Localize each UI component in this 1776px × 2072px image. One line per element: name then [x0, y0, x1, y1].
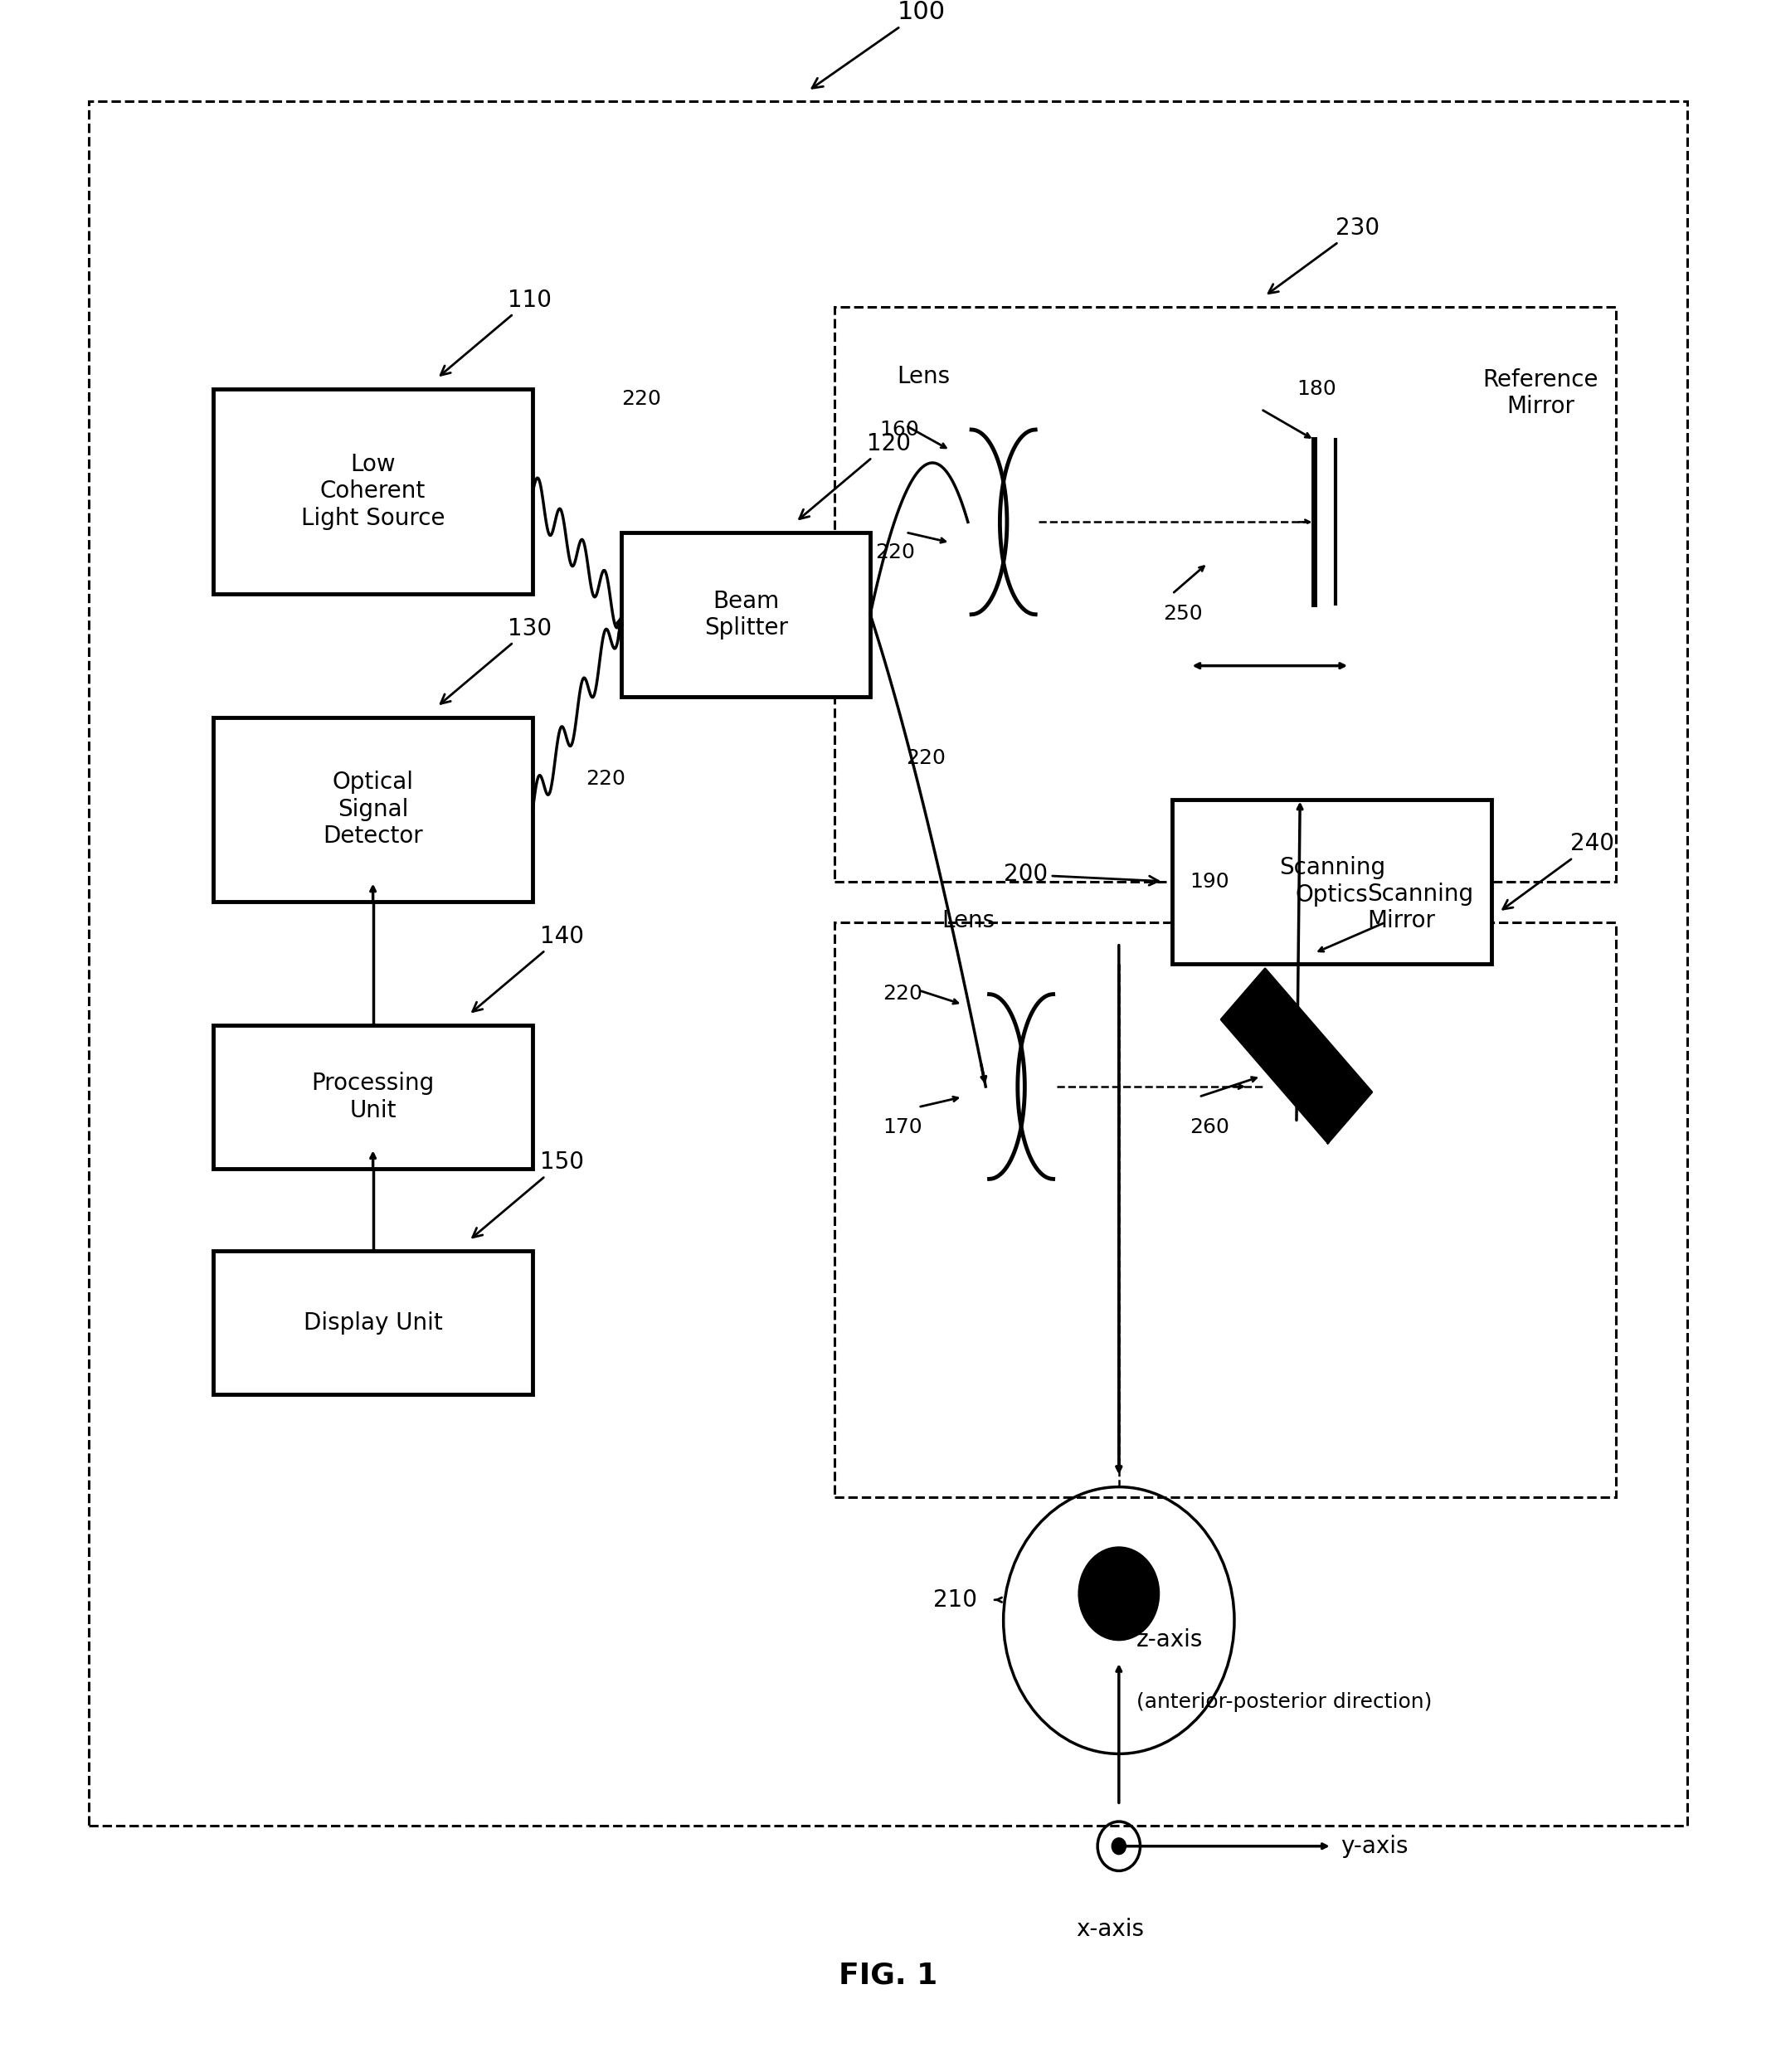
Text: 200: 200 [1003, 864, 1158, 887]
Text: Lens: Lens [941, 910, 995, 932]
Text: Reference
Mirror: Reference Mirror [1483, 369, 1598, 419]
Text: Low
Coherent
Light Source: Low Coherent Light Source [300, 454, 446, 530]
Text: 180: 180 [1296, 379, 1336, 400]
FancyBboxPatch shape [622, 533, 870, 696]
Text: x-axis: x-axis [1076, 1919, 1144, 1941]
Text: 130: 130 [440, 617, 552, 704]
Text: 220: 220 [622, 390, 661, 408]
Text: 120: 120 [799, 431, 911, 518]
FancyBboxPatch shape [213, 1026, 533, 1169]
Polygon shape [1222, 970, 1371, 1144]
Text: 240: 240 [1502, 833, 1614, 910]
Text: 190: 190 [1190, 872, 1229, 891]
Text: 230: 230 [1268, 215, 1380, 294]
Text: Scanning
Optics: Scanning Optics [1279, 856, 1385, 905]
Text: 220: 220 [883, 984, 922, 1003]
Text: 210: 210 [932, 1589, 977, 1612]
Text: FIG. 1: FIG. 1 [838, 1962, 938, 1989]
Text: Lens: Lens [897, 365, 950, 390]
Text: 170: 170 [883, 1117, 922, 1138]
Text: 260: 260 [1190, 1117, 1229, 1138]
FancyBboxPatch shape [213, 717, 533, 901]
Text: Beam
Splitter: Beam Splitter [703, 588, 789, 640]
Text: 220: 220 [876, 543, 915, 562]
Text: z-axis: z-axis [1137, 1629, 1204, 1651]
Text: 150: 150 [472, 1150, 584, 1237]
Text: (anterior-posterior direction): (anterior-posterior direction) [1137, 1693, 1431, 1711]
Text: 140: 140 [472, 924, 584, 1011]
Text: Scanning
Mirror: Scanning Mirror [1368, 883, 1474, 932]
Text: 160: 160 [879, 419, 918, 439]
FancyBboxPatch shape [213, 1251, 533, 1394]
Text: Display Unit: Display Unit [304, 1312, 442, 1334]
FancyBboxPatch shape [1172, 800, 1492, 963]
Text: y-axis: y-axis [1341, 1834, 1408, 1859]
Text: Processing
Unit: Processing Unit [311, 1071, 435, 1121]
Text: 250: 250 [1163, 605, 1202, 624]
Circle shape [1078, 1548, 1160, 1641]
Text: 110: 110 [440, 288, 552, 375]
Text: 220: 220 [906, 748, 945, 769]
Text: 100: 100 [812, 0, 945, 89]
Text: 220: 220 [586, 769, 625, 789]
Text: Optical
Signal
Detector: Optical Signal Detector [323, 771, 423, 847]
Circle shape [1112, 1838, 1126, 1854]
FancyBboxPatch shape [213, 390, 533, 595]
